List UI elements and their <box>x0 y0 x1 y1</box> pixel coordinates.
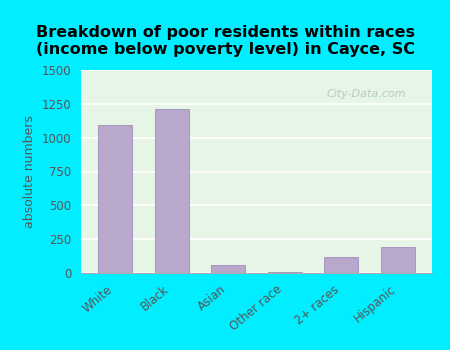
Bar <box>268 272 302 273</box>
Text: Breakdown of poor residents within races
(income below poverty level) in Cayce, : Breakdown of poor residents within races… <box>36 25 414 57</box>
Bar <box>381 247 415 273</box>
Bar <box>155 109 189 273</box>
Bar <box>324 257 358 273</box>
Bar <box>211 265 245 273</box>
Text: City-Data.com: City-Data.com <box>327 89 406 99</box>
Y-axis label: absolute numbers: absolute numbers <box>23 115 36 228</box>
Bar <box>98 126 132 273</box>
